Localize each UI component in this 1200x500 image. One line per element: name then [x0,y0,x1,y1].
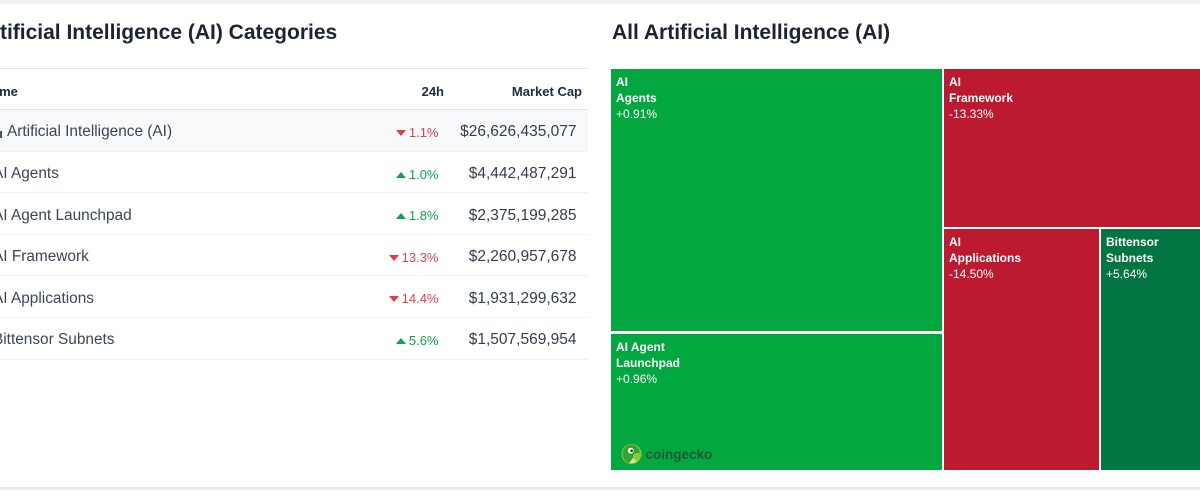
svg-text:coingecko: coingecko [646,447,713,462]
